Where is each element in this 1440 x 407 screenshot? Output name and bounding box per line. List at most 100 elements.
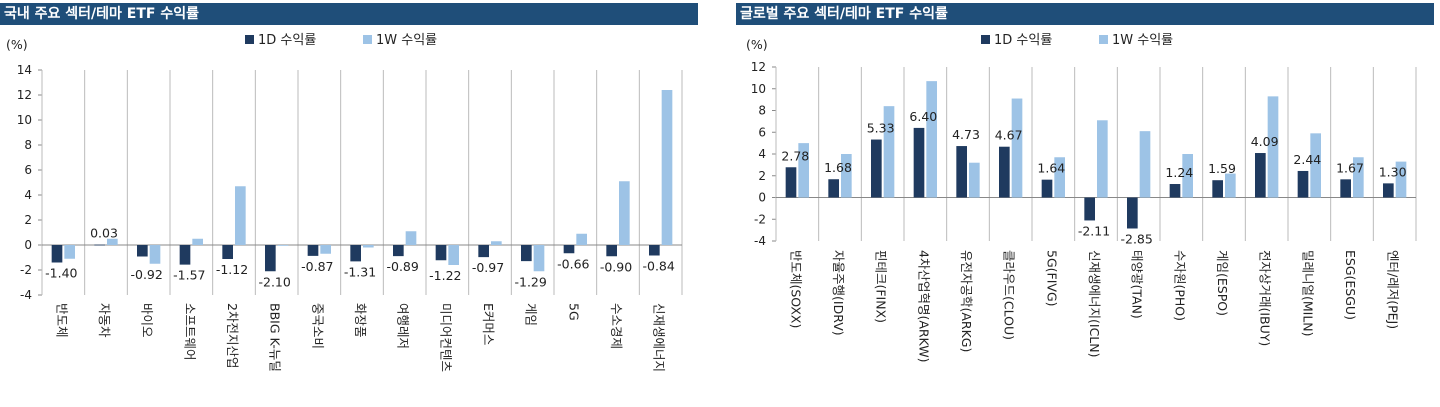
y-tick-label: 10 bbox=[17, 113, 32, 127]
bar-1w bbox=[619, 181, 630, 245]
bar-1w bbox=[1353, 157, 1364, 198]
legend: 1D 수익률 1W 수익률 bbox=[245, 33, 437, 48]
bar-1w bbox=[1139, 131, 1151, 198]
bar-1w bbox=[405, 231, 417, 245]
bar-1d bbox=[828, 179, 839, 198]
y-tick-label: -4 bbox=[20, 288, 32, 302]
bar-1d bbox=[307, 245, 319, 256]
category-label: 자율주행(IDRV) bbox=[831, 250, 846, 336]
legend-label-1d: 1D 수익률 bbox=[994, 33, 1052, 48]
category-label: 유전자공학(ARKG) bbox=[959, 250, 974, 352]
category-label: 핀테크(FINX) bbox=[874, 250, 889, 323]
data-label-1d: 4.09 bbox=[1251, 134, 1279, 149]
bar-1w bbox=[64, 245, 75, 259]
data-label-1d: 1.68 bbox=[824, 160, 852, 175]
bar-1d bbox=[94, 244, 105, 246]
bar-1d bbox=[1127, 197, 1138, 229]
bar-1w bbox=[1267, 96, 1279, 198]
bar-1d bbox=[563, 245, 575, 254]
bar-1w bbox=[1097, 120, 1108, 198]
category-label: 수소경제 bbox=[609, 303, 624, 349]
data-label-1d: -2.85 bbox=[1120, 231, 1152, 246]
data-label-1d: -1.29 bbox=[514, 274, 546, 289]
bar-1d bbox=[393, 245, 404, 257]
bar-1d bbox=[1212, 180, 1223, 198]
y-tick-label: 0 bbox=[758, 191, 766, 205]
category-label: 신재생에너지 bbox=[652, 303, 667, 372]
category-label: E커머스 bbox=[481, 303, 496, 345]
category-label: 소프트웨어 bbox=[182, 303, 197, 361]
y-tick-label: 8 bbox=[758, 104, 766, 118]
y-tick-label: 6 bbox=[24, 163, 32, 177]
bar-1d bbox=[956, 146, 967, 198]
y-tick-label: 8 bbox=[24, 138, 32, 152]
bar-1d bbox=[1297, 170, 1309, 198]
global-etf-chart: (%) 1D 수익률 1W 수익률 12 10 8 6 4 2 0 -2 -4 2.78 반도체(SOXX… bbox=[746, 33, 1417, 363]
bar-1w bbox=[149, 245, 161, 264]
bar-1w bbox=[1395, 161, 1407, 198]
legend-swatch-1d bbox=[245, 35, 254, 44]
y-unit-label: (%) bbox=[6, 37, 28, 52]
data-label-1d: -0.92 bbox=[130, 267, 162, 282]
y-tick-label: -2 bbox=[754, 212, 766, 226]
bar-1d bbox=[1041, 179, 1053, 198]
category-label: 클라우드(CLOU) bbox=[1002, 250, 1017, 340]
data-label-1d: -0.84 bbox=[642, 259, 674, 274]
legend-label-1w: 1W 수익률 bbox=[1112, 33, 1173, 48]
data-label-1d: 1.59 bbox=[1208, 161, 1236, 176]
bar-1w bbox=[448, 245, 459, 265]
bar-1d bbox=[999, 146, 1010, 198]
bar-1w bbox=[841, 154, 852, 198]
category-label: 4차산업혁명(ARKW) bbox=[916, 250, 931, 363]
bar-1d bbox=[265, 245, 276, 272]
category-label: 수자원(PHO) bbox=[1172, 250, 1187, 321]
legend-label-1w: 1W 수익률 bbox=[376, 33, 437, 48]
y-tick-label: 2 bbox=[24, 213, 32, 227]
bar-1d bbox=[51, 245, 63, 263]
data-label-1d: 4.67 bbox=[995, 128, 1023, 143]
bar-1d bbox=[649, 245, 660, 256]
data-label-1d: -0.87 bbox=[301, 259, 333, 274]
data-label-1d: -0.66 bbox=[557, 256, 589, 271]
data-label-1d: 5.33 bbox=[867, 121, 895, 136]
global-chart-title: 글로벌 주요 섹터/테마 ETF 수익률 bbox=[736, 3, 1434, 25]
legend-swatch-1d bbox=[981, 35, 990, 44]
category-label: 신재생에너지(ICLN) bbox=[1087, 250, 1102, 357]
data-label-1d: -0.89 bbox=[386, 259, 418, 274]
bar-1w bbox=[1182, 154, 1193, 198]
bar-1d bbox=[435, 245, 447, 261]
data-label-1d: 1.24 bbox=[1165, 165, 1193, 180]
y-tick-label: -2 bbox=[20, 263, 32, 277]
category-label: 여행레저 bbox=[396, 303, 411, 349]
bar-1w bbox=[661, 90, 673, 245]
legend-label-1d: 1D 수익률 bbox=[258, 33, 316, 48]
y-tick-label: 6 bbox=[758, 125, 766, 139]
category-label: 엔터/레저(PEJ) bbox=[1386, 250, 1401, 329]
data-label-1d: 1.67 bbox=[1336, 160, 1364, 175]
data-label-1d: 0.03 bbox=[90, 226, 118, 241]
category-label: 자동차 bbox=[97, 303, 112, 338]
category-label: 전자상거래(IBUY) bbox=[1258, 250, 1273, 346]
data-label-1d: 4.73 bbox=[952, 127, 980, 142]
bar-1d bbox=[1340, 179, 1351, 198]
bar-1d bbox=[1255, 153, 1266, 198]
domestic-chart-title: 국내 주요 섹터/테마 ETF 수익률 bbox=[0, 3, 698, 25]
bar-1w bbox=[1225, 173, 1236, 198]
y-tick-label: 0 bbox=[24, 238, 32, 252]
data-label-1d: 2.78 bbox=[781, 148, 809, 163]
y-tick-label: 12 bbox=[17, 88, 32, 102]
bar-1d bbox=[785, 167, 797, 198]
bar-1d bbox=[521, 245, 532, 262]
category-label: 화장품 bbox=[353, 303, 368, 338]
bar-1d bbox=[478, 245, 489, 258]
bar-1w bbox=[320, 245, 331, 254]
bar-1w bbox=[1310, 133, 1321, 198]
legend-swatch-1w bbox=[1099, 35, 1108, 44]
category-label: 중국소비 bbox=[310, 303, 325, 349]
bar-1d bbox=[1084, 197, 1095, 221]
category-label: 2차전지산업 bbox=[225, 303, 240, 368]
data-label-1d: -2.10 bbox=[258, 274, 290, 289]
bar-1w bbox=[277, 245, 289, 246]
bar-1d bbox=[137, 245, 148, 257]
data-label-1d: 6.40 bbox=[909, 109, 937, 124]
